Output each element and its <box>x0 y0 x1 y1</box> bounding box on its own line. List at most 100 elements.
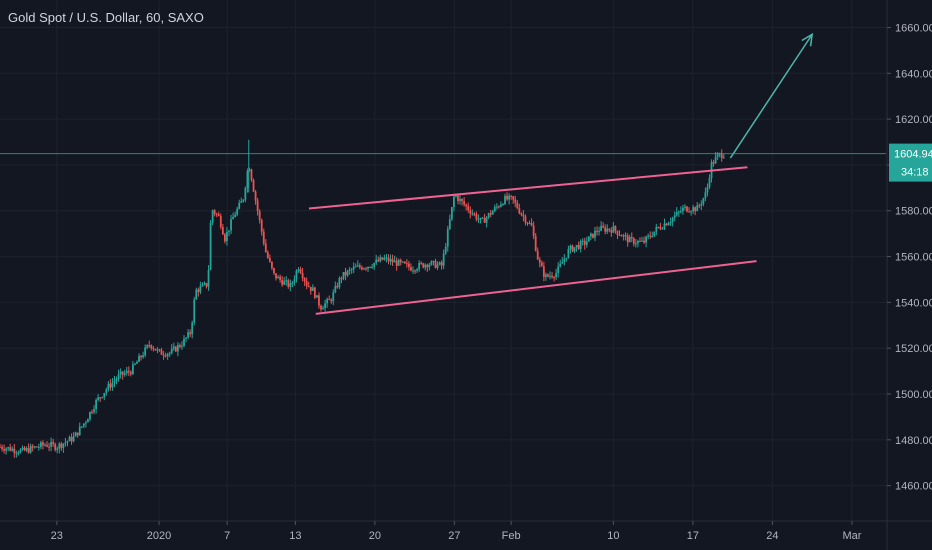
candle-body <box>641 240 643 242</box>
channel-lower-line[interactable] <box>315 260 757 315</box>
candle-body <box>72 436 75 442</box>
candle-body <box>363 268 365 270</box>
candle-body <box>504 195 506 205</box>
candle-body <box>455 195 457 197</box>
candle-body <box>667 223 670 226</box>
candle-body <box>219 215 222 228</box>
x-tick-label: 20 <box>369 530 381 542</box>
candle-body <box>9 447 12 451</box>
candle-body <box>242 199 245 202</box>
candle-body <box>23 447 26 451</box>
candle-body <box>21 447 24 450</box>
candle-body <box>571 245 574 252</box>
candle-body <box>573 247 576 252</box>
projection-arrowhead <box>801 32 814 47</box>
time-axis[interactable]: 23 2020 7 13 20 27 Feb 10 17 24 Mar <box>51 521 862 542</box>
candle-body <box>692 207 695 212</box>
candle-body <box>74 432 77 437</box>
candle-body <box>150 345 153 349</box>
candle-body <box>117 374 120 380</box>
candle-body <box>58 443 61 449</box>
candle-body <box>80 426 83 428</box>
y-tick-label: 1640.00 <box>895 68 932 80</box>
candle-body <box>129 372 132 375</box>
candle-body <box>389 259 392 262</box>
candle-body <box>401 261 404 263</box>
candle-body <box>311 287 314 291</box>
candle-body <box>457 195 459 202</box>
candle-body <box>197 289 200 292</box>
candle-body <box>52 442 55 445</box>
candle-body <box>313 287 316 298</box>
candle-body <box>170 348 173 353</box>
candle-body <box>236 208 239 215</box>
candle-body <box>105 389 108 393</box>
candle-body <box>567 248 570 258</box>
candle-body <box>103 392 106 398</box>
candle-body <box>68 436 71 442</box>
candle-body <box>332 292 335 302</box>
candle-body <box>422 263 425 268</box>
candle-body <box>373 263 376 267</box>
candle-body <box>375 259 378 264</box>
candle-body <box>281 279 284 285</box>
candle-body <box>369 266 371 268</box>
candle-body <box>684 206 686 208</box>
candle-body <box>581 240 584 242</box>
candle-body <box>395 260 398 266</box>
candle-body <box>320 305 322 310</box>
y-tick-label: 1540.00 <box>895 297 932 309</box>
candle-body <box>483 217 486 223</box>
chart-title: Gold Spot / U.S. Dollar, 60, SAXO <box>8 10 204 25</box>
candle-body <box>702 198 705 204</box>
candle-body <box>42 442 44 446</box>
candle-body <box>473 213 476 215</box>
candle-body <box>418 262 421 270</box>
candle-body <box>622 235 625 237</box>
candle-body <box>665 223 668 226</box>
candle-body <box>154 348 157 351</box>
candle-body <box>31 446 34 448</box>
candle-body <box>461 198 463 202</box>
drawings <box>0 32 886 315</box>
candle-body <box>352 266 355 270</box>
candle-body <box>144 347 147 356</box>
candle-body <box>545 274 547 277</box>
candle-body <box>293 279 296 283</box>
candle-body <box>540 262 543 267</box>
candle-body <box>3 448 5 451</box>
candle-body <box>50 442 53 447</box>
candle-body <box>587 236 590 242</box>
last-price-box <box>889 143 932 182</box>
candle-body <box>575 245 578 248</box>
candle-body <box>330 299 333 302</box>
candle-body <box>205 283 208 287</box>
channel-upper-line[interactable] <box>308 166 748 210</box>
candle-body <box>89 411 91 420</box>
candle-body <box>172 346 175 349</box>
candle-body <box>485 217 488 223</box>
y-tick-label: 1660.00 <box>895 22 932 34</box>
candle-body <box>589 233 592 237</box>
candle-body <box>340 278 343 280</box>
candle-body <box>87 419 89 423</box>
candle-body <box>614 226 617 231</box>
candle-body <box>224 234 226 242</box>
candle-body <box>132 364 134 375</box>
candle-body <box>432 260 435 262</box>
y-tick-label: 1580.00 <box>895 206 932 218</box>
candle-body <box>181 345 183 347</box>
candle-body <box>356 265 359 267</box>
candle-body <box>95 399 97 410</box>
candle-body <box>168 352 171 354</box>
candle-body <box>91 411 93 413</box>
candle-body <box>528 223 531 225</box>
candle-body <box>508 195 511 200</box>
candle-body <box>44 444 46 446</box>
candle-body <box>716 153 719 157</box>
projection-arrow[interactable] <box>729 33 813 159</box>
candle-body <box>583 240 586 245</box>
candle-body <box>551 275 553 278</box>
candle-body <box>275 273 277 279</box>
